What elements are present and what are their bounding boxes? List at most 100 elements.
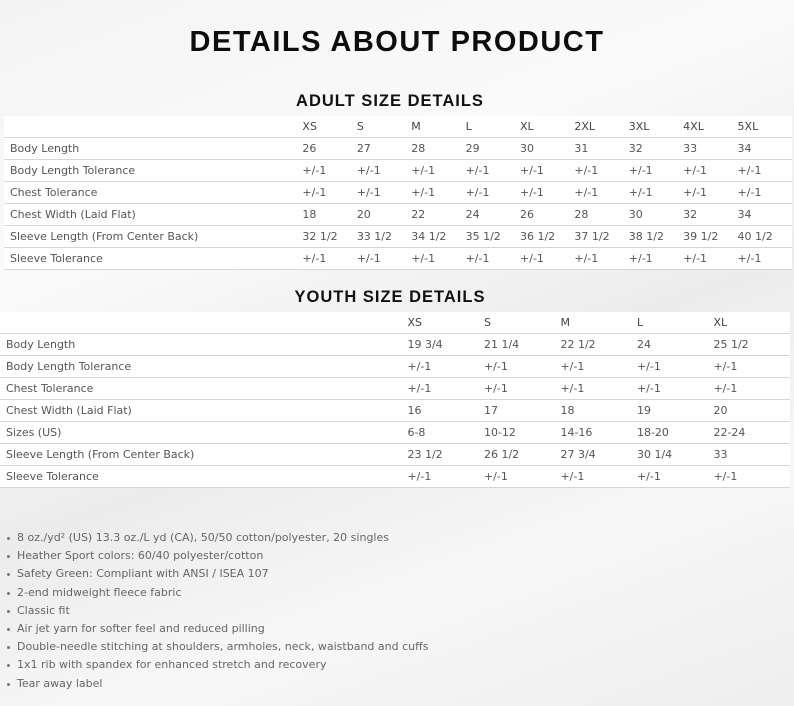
cell-value: +/-1 [713, 355, 790, 378]
cell-value: +/-1 [483, 465, 561, 488]
cell-value: 19 [636, 399, 714, 422]
youth-size-table: XS S M L XL Body Length 19 3/4 21 1/4 22 1/2 24 25… [0, 312, 790, 488]
cell-value: +/-1 [636, 377, 714, 400]
cell-value: 27 [356, 137, 412, 160]
row-label: Sizes (US) [0, 421, 408, 444]
cell-value: +/-1 [302, 181, 357, 204]
cell-value: +/-1 [574, 159, 629, 182]
page-title: DETAILS ABOUT PRODUCT [189, 26, 605, 58]
cell-value: 10-12 [483, 421, 561, 444]
table-row: Chest Tolerance +/-1 +/-1 +/-1 +/-1 +/-1 [0, 377, 790, 400]
cell-value: +/-1 [465, 247, 520, 270]
cell-value: +/-1 [737, 159, 792, 182]
feature-item: 8 oz./yd² (US) 13.3 oz./L yd (CA), 50/50… [6, 529, 428, 547]
feature-item: Double-needle stitching at shoulders, ar… [6, 638, 428, 656]
row-label: Sleeve Length (From Center Back) [4, 225, 303, 248]
size-header: 5XL [737, 116, 792, 138]
size-header: L [636, 312, 714, 334]
cell-value: +/-1 [737, 247, 792, 270]
table-row: Chest Tolerance +/-1 +/-1 +/-1 +/-1 +/-1 +/-1 +… [4, 181, 792, 204]
table-row: Sleeve Tolerance +/-1 +/-1 +/-1 +/-1 +/-1 [0, 465, 790, 488]
cell-value: +/-1 [713, 465, 790, 488]
cell-value: 32 [628, 137, 684, 160]
cell-value: +/-1 [411, 181, 466, 204]
cell-value: 18 [302, 203, 357, 226]
cell-value: 28 [411, 137, 466, 160]
cell-value: 33 [713, 443, 790, 466]
cell-value: +/-1 [628, 159, 684, 182]
feature-list: 8 oz./yd² (US) 13.3 oz./L yd (CA), 50/50… [0, 529, 428, 693]
cell-value: +/-1 [683, 159, 738, 182]
cell-value: 18-20 [636, 421, 714, 444]
cell-value: 20 [356, 203, 412, 226]
cell-value: 16 [407, 399, 484, 422]
cell-value: 33 [683, 137, 738, 160]
cell-value: 38 1/2 [628, 225, 684, 248]
row-label: Body Length Tolerance [0, 355, 408, 378]
size-header: XL [713, 312, 790, 334]
table-row: Body Length Tolerance +/-1 +/-1 +/-1 +/-1 +/-… [0, 355, 790, 378]
feature-item: Heather Sport colors: 60/40 polyester/co… [6, 547, 428, 565]
cell-value: 17 [483, 399, 561, 422]
cell-value: +/-1 [628, 247, 684, 270]
row-label: Body Length [4, 137, 303, 160]
cell-value: +/-1 [560, 355, 637, 378]
row-label: Chest Tolerance [0, 377, 408, 400]
cell-value: 34 [737, 137, 792, 160]
cell-value: +/-1 [356, 159, 412, 182]
cell-value: +/-1 [411, 247, 466, 270]
cell-value: +/-1 [683, 247, 738, 270]
cell-value: 30 1/4 [636, 443, 714, 466]
size-header: XL [519, 116, 575, 138]
cell-value: 29 [465, 137, 520, 160]
cell-value: +/-1 [483, 377, 561, 400]
cell-value: 34 1/2 [411, 225, 466, 248]
cell-value: +/-1 [465, 159, 520, 182]
cell-value: +/-1 [519, 159, 575, 182]
cell-value: 30 [519, 137, 575, 160]
table-row: Chest Width (Laid Flat) 18 20 22 24 26 28 30 32 3… [4, 203, 792, 226]
cell-value: +/-1 [636, 355, 714, 378]
cell-value: +/-1 [574, 181, 629, 204]
size-header: XS [407, 312, 484, 334]
cell-value: 24 [465, 203, 520, 226]
cell-value: 26 [519, 203, 575, 226]
table-row: Body Length Tolerance +/-1 +/-1 +/-1 +/-1 +/-… [4, 159, 792, 182]
size-header: 4XL [683, 116, 738, 138]
size-header: M [560, 312, 637, 334]
cell-value: 25 1/2 [713, 333, 790, 356]
cell-value: 36 1/2 [519, 225, 575, 248]
cell-value: 21 1/4 [483, 333, 561, 356]
cell-value: +/-1 [483, 355, 561, 378]
cell-value: 24 [636, 333, 714, 356]
cell-value: 26 [302, 137, 357, 160]
cell-value: 37 1/2 [574, 225, 629, 248]
cell-value: 27 3/4 [560, 443, 637, 466]
row-label: Body Length Tolerance [4, 159, 303, 182]
feature-item: Air jet yarn for softer feel and reduced… [6, 620, 428, 638]
cell-value: +/-1 [356, 247, 412, 270]
cell-value: 35 1/2 [465, 225, 520, 248]
size-header: M [411, 116, 466, 138]
feature-item: Classic fit [6, 602, 428, 620]
cell-value: +/-1 [519, 181, 575, 204]
cell-value: +/-1 [628, 181, 684, 204]
cell-value: 22-24 [713, 421, 790, 444]
row-label: Chest Width (Laid Flat) [4, 203, 303, 226]
cell-value: +/-1 [411, 159, 466, 182]
row-label: Sleeve Length (From Center Back) [0, 443, 408, 466]
table-row: Sleeve Length (From Center Back) 23 1/2 26… [0, 443, 790, 466]
cell-value: +/-1 [302, 159, 357, 182]
cell-value: 28 [574, 203, 629, 226]
table-header-row: XS S M L XL [0, 312, 790, 334]
row-label: Chest Tolerance [4, 181, 303, 204]
table-row: Sleeve Length (From Center Back) 32 1/2 33… [4, 225, 792, 248]
table-row: Sleeve Tolerance +/-1 +/-1 +/-1 +/-1 +/-1 +/-1… [4, 247, 792, 270]
cell-value: 33 1/2 [356, 225, 412, 248]
size-header: L [465, 116, 520, 138]
cell-value: 34 [737, 203, 792, 226]
cell-value: 14-16 [560, 421, 637, 444]
feature-item: Tear away label [6, 675, 428, 693]
cell-value: 30 [628, 203, 684, 226]
row-label: Sleeve Tolerance [0, 465, 408, 488]
